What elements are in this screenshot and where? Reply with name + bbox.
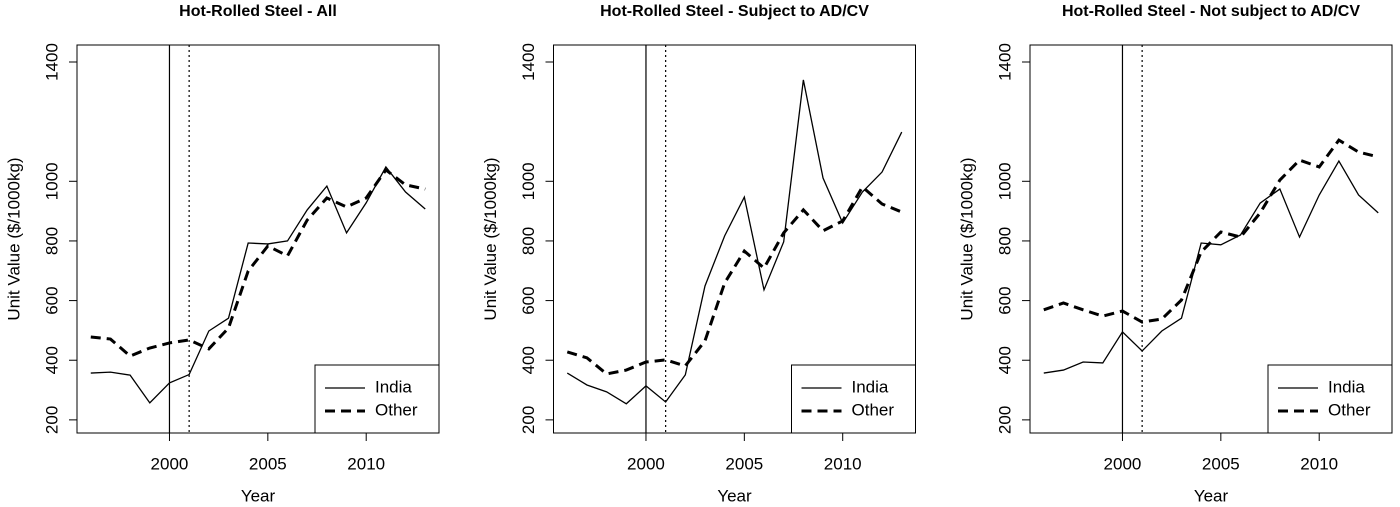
chart-title: Hot-Rolled Steel - Subject to AD/CV bbox=[600, 3, 869, 20]
x-axis-label: Year bbox=[717, 486, 752, 505]
y-tick-label: 800 bbox=[519, 227, 538, 255]
line-series bbox=[90, 165, 426, 404]
legend-box bbox=[791, 364, 916, 434]
y-tick-label: 200 bbox=[995, 406, 1014, 434]
y-axis-label: Unit Value ($/1000kg) bbox=[481, 157, 500, 320]
x-tick-label: 2010 bbox=[824, 454, 862, 473]
panel: Hot-Rolled Steel - Subject to AD/CV Year U… bbox=[481, 3, 916, 505]
y-tick-label: 400 bbox=[42, 346, 61, 374]
chart-title: Hot-Rolled Steel - All bbox=[179, 3, 337, 20]
y-axis-label: Unit Value ($/1000kg) bbox=[4, 157, 23, 320]
y-tick-label: 600 bbox=[42, 286, 61, 314]
x-axis-label: Year bbox=[241, 486, 276, 505]
line-series bbox=[566, 79, 903, 405]
legend-label: Other bbox=[375, 400, 418, 419]
legend-box bbox=[1267, 364, 1393, 434]
line-series bbox=[1043, 159, 1379, 374]
plot-frame bbox=[1029, 44, 1393, 434]
legend-label: India bbox=[852, 377, 889, 396]
line-series bbox=[1043, 138, 1379, 324]
y-tick-label: 1000 bbox=[995, 162, 1014, 200]
line-series bbox=[90, 167, 426, 358]
y-tick-label: 1400 bbox=[42, 43, 61, 81]
x-axis-label: Year bbox=[1194, 486, 1229, 505]
y-tick-label: 800 bbox=[995, 227, 1014, 255]
y-tick-label: 1000 bbox=[42, 162, 61, 200]
x-tick-label: 2005 bbox=[249, 454, 287, 473]
chart-title: Hot-Rolled Steel - Not subject to AD/CV bbox=[1062, 3, 1360, 20]
y-tick-label: 600 bbox=[519, 286, 538, 314]
x-tick-label: 2000 bbox=[627, 454, 665, 473]
x-tick-label: 2010 bbox=[347, 454, 385, 473]
legend-box bbox=[314, 364, 440, 434]
y-tick-label: 600 bbox=[995, 286, 1014, 314]
panel: Hot-Rolled Steel - All Year Unit Value ($/… bbox=[4, 3, 440, 505]
x-tick-label: 2000 bbox=[1104, 454, 1142, 473]
y-tick-label: 400 bbox=[519, 346, 538, 374]
y-tick-label: 400 bbox=[995, 346, 1014, 374]
legend-label: Other bbox=[852, 400, 895, 419]
y-tick-label: 200 bbox=[42, 406, 61, 434]
y-tick-label: 800 bbox=[42, 227, 61, 255]
x-tick-label: 2010 bbox=[1300, 454, 1338, 473]
x-tick-label: 2005 bbox=[1202, 454, 1240, 473]
y-tick-label: 1400 bbox=[519, 43, 538, 81]
y-tick-label: 1000 bbox=[519, 162, 538, 200]
plot-frame bbox=[76, 44, 440, 434]
y-axis-label: Unit Value ($/1000kg) bbox=[957, 157, 976, 320]
x-tick-label: 2005 bbox=[725, 454, 763, 473]
legend-label: India bbox=[1328, 377, 1365, 396]
panel: Hot-Rolled Steel - Not subject to AD/CV Y… bbox=[957, 3, 1393, 505]
line-series bbox=[566, 184, 903, 376]
y-tick-label: 1400 bbox=[995, 43, 1014, 81]
plot-frame bbox=[553, 44, 916, 434]
x-tick-label: 2000 bbox=[151, 454, 189, 473]
y-tick-label: 200 bbox=[519, 406, 538, 434]
legend-label: Other bbox=[1328, 400, 1371, 419]
legend-label: India bbox=[375, 377, 412, 396]
